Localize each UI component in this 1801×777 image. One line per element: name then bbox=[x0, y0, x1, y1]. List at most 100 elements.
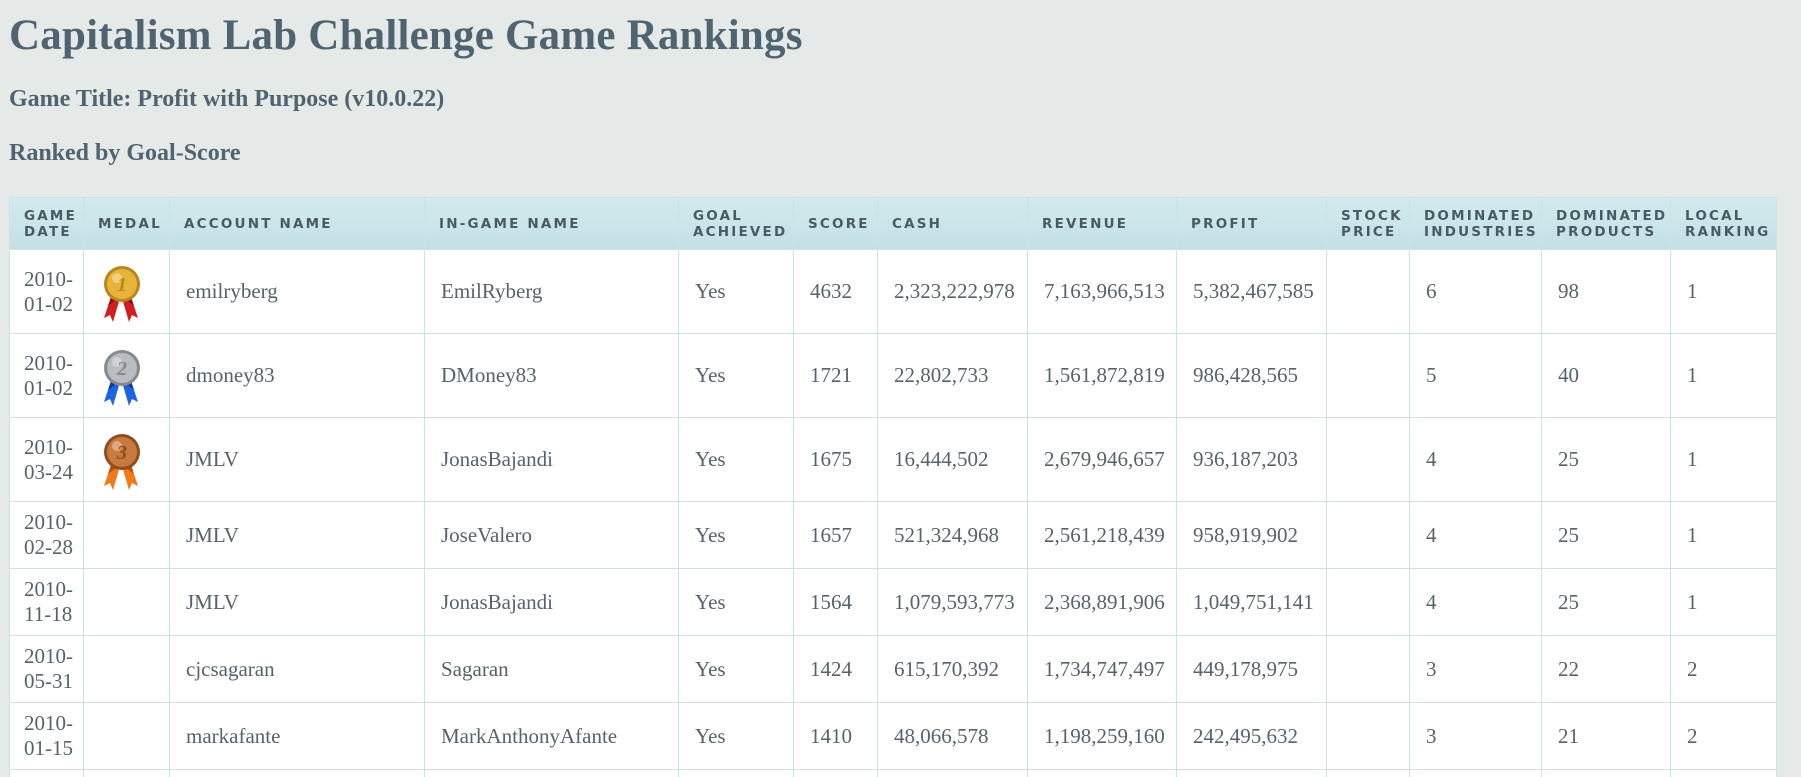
dominated-industries-cell: 5 bbox=[1409, 333, 1542, 418]
local-ranking-cell: 2 bbox=[1670, 702, 1777, 770]
local-ranking-cell: 1 bbox=[1670, 249, 1777, 334]
revenue-cell: 1,734,747,497 bbox=[1027, 635, 1177, 703]
in-game-name-cell: JonasBajandi bbox=[424, 568, 679, 636]
game-date-cell: 2010- 02-28 bbox=[9, 501, 84, 569]
game-date-cell bbox=[9, 769, 84, 777]
header-game-date[interactable]: GAME DATE bbox=[9, 197, 84, 250]
dominated-industries-cell bbox=[1409, 769, 1542, 777]
score-cell: 1721 bbox=[793, 333, 878, 418]
goal-achieved-cell: Yes bbox=[678, 417, 794, 502]
dominated-industries-cell: 4 bbox=[1409, 417, 1542, 502]
ranked-by-label: Ranked by Goal-Score bbox=[9, 140, 241, 166]
header-cash[interactable]: CASH bbox=[877, 197, 1028, 250]
in-game-name-cell: Sagaran bbox=[424, 635, 679, 703]
account-name-cell: JMLV bbox=[169, 417, 425, 502]
header-revenue[interactable]: REVENUE bbox=[1027, 197, 1177, 250]
header-local-ranking[interactable]: LOCAL RANKING bbox=[1670, 197, 1777, 250]
score-cell bbox=[793, 769, 878, 777]
cash-cell: 48,066,578 bbox=[877, 702, 1028, 770]
game-date-cell: 2010- 03-24 bbox=[9, 417, 84, 502]
profit-cell: 449,178,975 bbox=[1176, 635, 1327, 703]
header-in-game-name[interactable]: IN-GAME NAME bbox=[424, 197, 679, 250]
game-date-cell: 2010- 11-18 bbox=[9, 568, 84, 636]
goal-achieved-cell: Yes bbox=[678, 635, 794, 703]
table-body: 2010- 01-02 1 emilryberg EmilRyberg Yes 4632 2,… bbox=[9, 249, 1777, 777]
account-name-cell: markafante bbox=[169, 702, 425, 770]
table-row: 2010- 02-28 JMLV JoseValero Yes 1657 521,324,9… bbox=[9, 501, 1777, 569]
stock-price-cell bbox=[1326, 635, 1410, 703]
in-game-name-cell: JoseValero bbox=[424, 501, 679, 569]
medal-cell: 2 bbox=[83, 333, 170, 418]
header-score[interactable]: SCORE bbox=[793, 197, 878, 250]
medal-cell: 1 bbox=[83, 249, 170, 334]
score-cell: 1657 bbox=[793, 501, 878, 569]
dominated-products-cell: 25 bbox=[1541, 501, 1671, 569]
header-profit[interactable]: PROFIT bbox=[1176, 197, 1327, 250]
medal-cell bbox=[83, 635, 170, 703]
medal-cell bbox=[83, 769, 170, 777]
revenue-cell: 1,198,259,160 bbox=[1027, 702, 1177, 770]
account-name-cell: dmoney83 bbox=[169, 333, 425, 418]
revenue-cell: 2,561,218,439 bbox=[1027, 501, 1177, 569]
table-header-row: GAME DATE MEDAL ACCOUNT NAME IN-GAME NAME… bbox=[9, 197, 1777, 250]
goal-achieved-cell: Yes bbox=[678, 249, 794, 334]
table-row: 2010- 01-02 1 emilryberg EmilRyberg Yes 4632 2,… bbox=[9, 249, 1777, 334]
local-ranking-cell bbox=[1670, 769, 1777, 777]
game-date-cell: 2010- 05-31 bbox=[9, 635, 84, 703]
header-stock-price[interactable]: STOCK PRICE bbox=[1326, 197, 1410, 250]
game-date-cell: 2010- 01-15 bbox=[9, 702, 84, 770]
goal-achieved-cell bbox=[678, 769, 794, 777]
score-cell: 1410 bbox=[793, 702, 878, 770]
dominated-products-cell bbox=[1541, 769, 1671, 777]
table-row: 2010- 01-15 markafante MarkAnthonyAfante Yes… bbox=[9, 702, 1777, 770]
medal-number: 2 bbox=[116, 358, 127, 380]
dominated-industries-cell: 3 bbox=[1409, 635, 1542, 703]
score-cell: 1564 bbox=[793, 568, 878, 636]
dominated-products-cell: 25 bbox=[1541, 417, 1671, 502]
dominated-products-cell: 22 bbox=[1541, 635, 1671, 703]
dominated-industries-cell: 4 bbox=[1409, 568, 1542, 636]
cash-cell: 1,079,593,773 bbox=[877, 568, 1028, 636]
revenue-cell: 2,368,891,906 bbox=[1027, 568, 1177, 636]
account-name-cell: emilryberg bbox=[169, 249, 425, 334]
medal-number: 1 bbox=[117, 274, 127, 296]
table-row: 2010- 05-31 cjcsagaran Sagaran Yes 1424 615,17… bbox=[9, 635, 1777, 703]
stock-price-cell bbox=[1326, 702, 1410, 770]
profit-cell: 242,495,632 bbox=[1176, 702, 1327, 770]
game-date-cell: 2010- 01-02 bbox=[9, 249, 84, 334]
header-account-name[interactable]: ACCOUNT NAME bbox=[169, 197, 425, 250]
goal-achieved-cell: Yes bbox=[678, 333, 794, 418]
medal-number: 3 bbox=[116, 442, 127, 464]
profit-cell: 936,187,203 bbox=[1176, 417, 1327, 502]
local-ranking-cell: 1 bbox=[1670, 417, 1777, 502]
in-game-name-cell: JonasBajandi bbox=[424, 417, 679, 502]
dominated-products-cell: 40 bbox=[1541, 333, 1671, 418]
table-row: 2010- 03-24 3 JMLV JonasBajandi Yes 1675 16,444… bbox=[9, 417, 1777, 502]
revenue-cell bbox=[1027, 769, 1177, 777]
table-row bbox=[9, 769, 1777, 777]
medal-cell bbox=[83, 568, 170, 636]
revenue-cell: 2,679,946,657 bbox=[1027, 417, 1177, 502]
dominated-industries-cell: 3 bbox=[1409, 702, 1542, 770]
medal-cell bbox=[83, 702, 170, 770]
rankings-table: GAME DATE MEDAL ACCOUNT NAME IN-GAME NAME… bbox=[9, 197, 1777, 777]
score-cell: 1675 bbox=[793, 417, 878, 502]
dominated-products-cell: 98 bbox=[1541, 249, 1671, 334]
dominated-products-cell: 25 bbox=[1541, 568, 1671, 636]
cash-cell: 615,170,392 bbox=[877, 635, 1028, 703]
table-row: 2010- 01-02 2 dmoney83 DMoney83 Yes 1721 22,802… bbox=[9, 333, 1777, 418]
cash-cell: 16,444,502 bbox=[877, 417, 1028, 502]
dominated-industries-cell: 6 bbox=[1409, 249, 1542, 334]
header-medal[interactable]: MEDAL bbox=[83, 197, 170, 250]
goal-achieved-cell: Yes bbox=[678, 568, 794, 636]
in-game-name-cell: MarkAnthonyAfante bbox=[424, 702, 679, 770]
cash-cell bbox=[877, 769, 1028, 777]
account-name-cell bbox=[169, 769, 425, 777]
header-dominated-industries[interactable]: DOMINATED INDUSTRIES bbox=[1409, 197, 1542, 250]
header-dominated-products[interactable]: DOMINATED PRODUCTS bbox=[1541, 197, 1671, 250]
local-ranking-cell: 1 bbox=[1670, 333, 1777, 418]
cash-cell: 22,802,733 bbox=[877, 333, 1028, 418]
goal-achieved-cell: Yes bbox=[678, 501, 794, 569]
header-goal-achieved[interactable]: GOAL ACHIEVED bbox=[678, 197, 794, 250]
